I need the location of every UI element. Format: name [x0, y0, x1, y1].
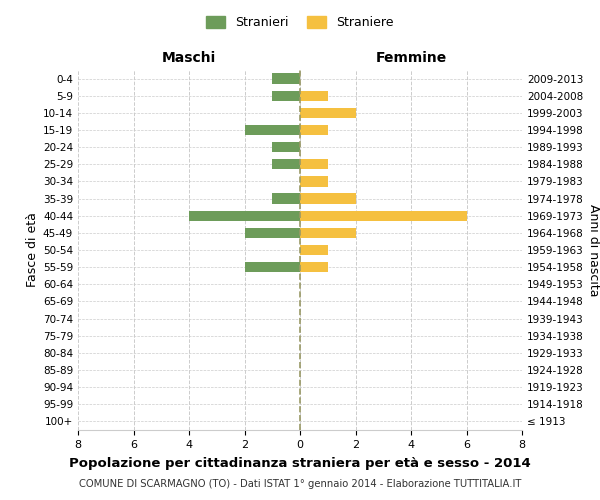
Text: Maschi: Maschi	[162, 51, 216, 65]
Bar	[300, 228, 356, 238]
Y-axis label: Fasce di età: Fasce di età	[26, 212, 39, 288]
Bar	[245, 262, 300, 272]
Bar	[189, 210, 300, 221]
Bar	[300, 108, 356, 118]
Bar	[272, 194, 300, 203]
Text: COMUNE DI SCARMAGNO (TO) - Dati ISTAT 1° gennaio 2014 - Elaborazione TUTTITALIA.: COMUNE DI SCARMAGNO (TO) - Dati ISTAT 1°…	[79, 479, 521, 489]
Bar	[300, 194, 356, 203]
Y-axis label: Anni di nascita: Anni di nascita	[587, 204, 600, 296]
Bar	[245, 125, 300, 135]
Legend: Stranieri, Straniere: Stranieri, Straniere	[202, 11, 398, 34]
Bar	[300, 210, 467, 221]
Bar	[300, 159, 328, 170]
Bar	[300, 262, 328, 272]
Bar	[272, 142, 300, 152]
Bar	[272, 90, 300, 101]
Bar	[300, 176, 328, 186]
Bar	[300, 125, 328, 135]
Text: Femmine: Femmine	[376, 51, 446, 65]
Bar	[272, 159, 300, 170]
Bar	[300, 245, 328, 255]
Text: Popolazione per cittadinanza straniera per età e sesso - 2014: Popolazione per cittadinanza straniera p…	[69, 458, 531, 470]
Bar	[300, 90, 328, 101]
Bar	[272, 74, 300, 84]
Bar	[245, 228, 300, 238]
